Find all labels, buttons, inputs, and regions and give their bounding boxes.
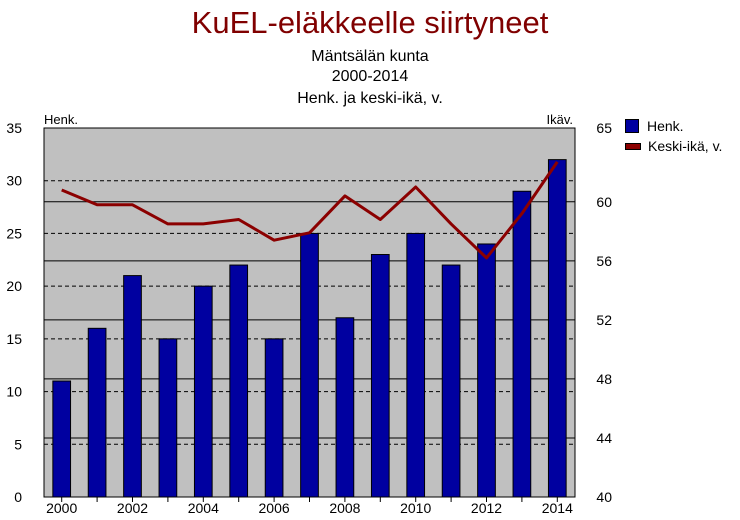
y-right-tick-label: 65 — [596, 120, 612, 136]
bar — [193, 285, 213, 498]
y-left-tick-label: 10 — [6, 384, 22, 400]
bar — [264, 338, 284, 498]
bar — [229, 264, 249, 498]
x-tick-label: 2002 — [117, 500, 148, 516]
x-tick-label: 2004 — [188, 500, 219, 516]
bar — [547, 159, 567, 498]
x-tick-label: 2014 — [542, 500, 573, 516]
y-right-tick-label: 48 — [596, 371, 612, 387]
bar — [158, 338, 178, 498]
y-right-ticks: 40 44 48 52 56 60 65 — [596, 120, 612, 505]
bar — [87, 327, 107, 498]
y-left-axis-label: Henk. — [44, 112, 78, 127]
bar — [370, 254, 390, 498]
bar — [512, 190, 532, 498]
y-right-tick-label: 52 — [596, 312, 612, 328]
y-left-tick-label: 15 — [6, 331, 22, 347]
bars — [52, 159, 567, 498]
legend-bar-swatch — [625, 119, 639, 133]
x-tick-label: 2008 — [329, 500, 360, 516]
y-right-tick-label: 40 — [596, 489, 612, 505]
x-tick-label: 2012 — [471, 500, 502, 516]
y-left-tick-label: 25 — [6, 225, 22, 241]
y-left-ticks: 0 5 10 15 20 25 30 35 — [6, 120, 22, 505]
legend-item-keski-ika: Keski-ikä, v. — [625, 136, 735, 156]
x-ticks: 2000 2002 2004 2006 2008 2010 2012 2014 — [46, 497, 573, 516]
y-right-tick-label: 60 — [596, 194, 612, 210]
bar — [335, 317, 355, 498]
bar — [52, 380, 72, 498]
y-right-tick-label: 44 — [596, 430, 612, 446]
legend-label-henk: Henk. — [647, 118, 684, 134]
y-left-tick-label: 20 — [6, 278, 22, 294]
y-left-tick-label: 30 — [6, 173, 22, 189]
legend: Henk. Keski-ikä, v. — [625, 116, 735, 156]
line-keski-ika — [61, 161, 559, 260]
chart-subtitle-1: Mäntsälän kunta — [311, 48, 429, 65]
chart-title: KuEL-eläkkeelle siirtyneet — [192, 5, 549, 40]
y-right-tick-label: 56 — [596, 253, 612, 269]
y-left-tick-label: 35 — [6, 120, 22, 136]
bar — [406, 232, 426, 498]
legend-label-keski-ika: Keski-ikä, v. — [648, 138, 723, 154]
bar — [300, 232, 319, 498]
y-left-tick-label: 0 — [14, 489, 22, 505]
bar — [441, 264, 461, 498]
x-tick-label: 2006 — [259, 500, 290, 516]
y-right-axis-label: Ikäv. — [547, 112, 574, 127]
legend-item-henk: Henk. — [625, 116, 735, 136]
bar — [477, 243, 496, 498]
x-tick-label: 2000 — [46, 500, 77, 516]
legend-line-swatch — [625, 142, 641, 150]
y-left-tick-label: 5 — [14, 436, 22, 452]
x-tick-label: 2010 — [400, 500, 431, 516]
line-series — [61, 161, 559, 260]
chart-subtitle-2: 2000-2014 — [332, 68, 409, 85]
bar — [123, 275, 142, 498]
chart-subtitle-3: Henk. ja keski-ikä, v. — [297, 90, 443, 107]
